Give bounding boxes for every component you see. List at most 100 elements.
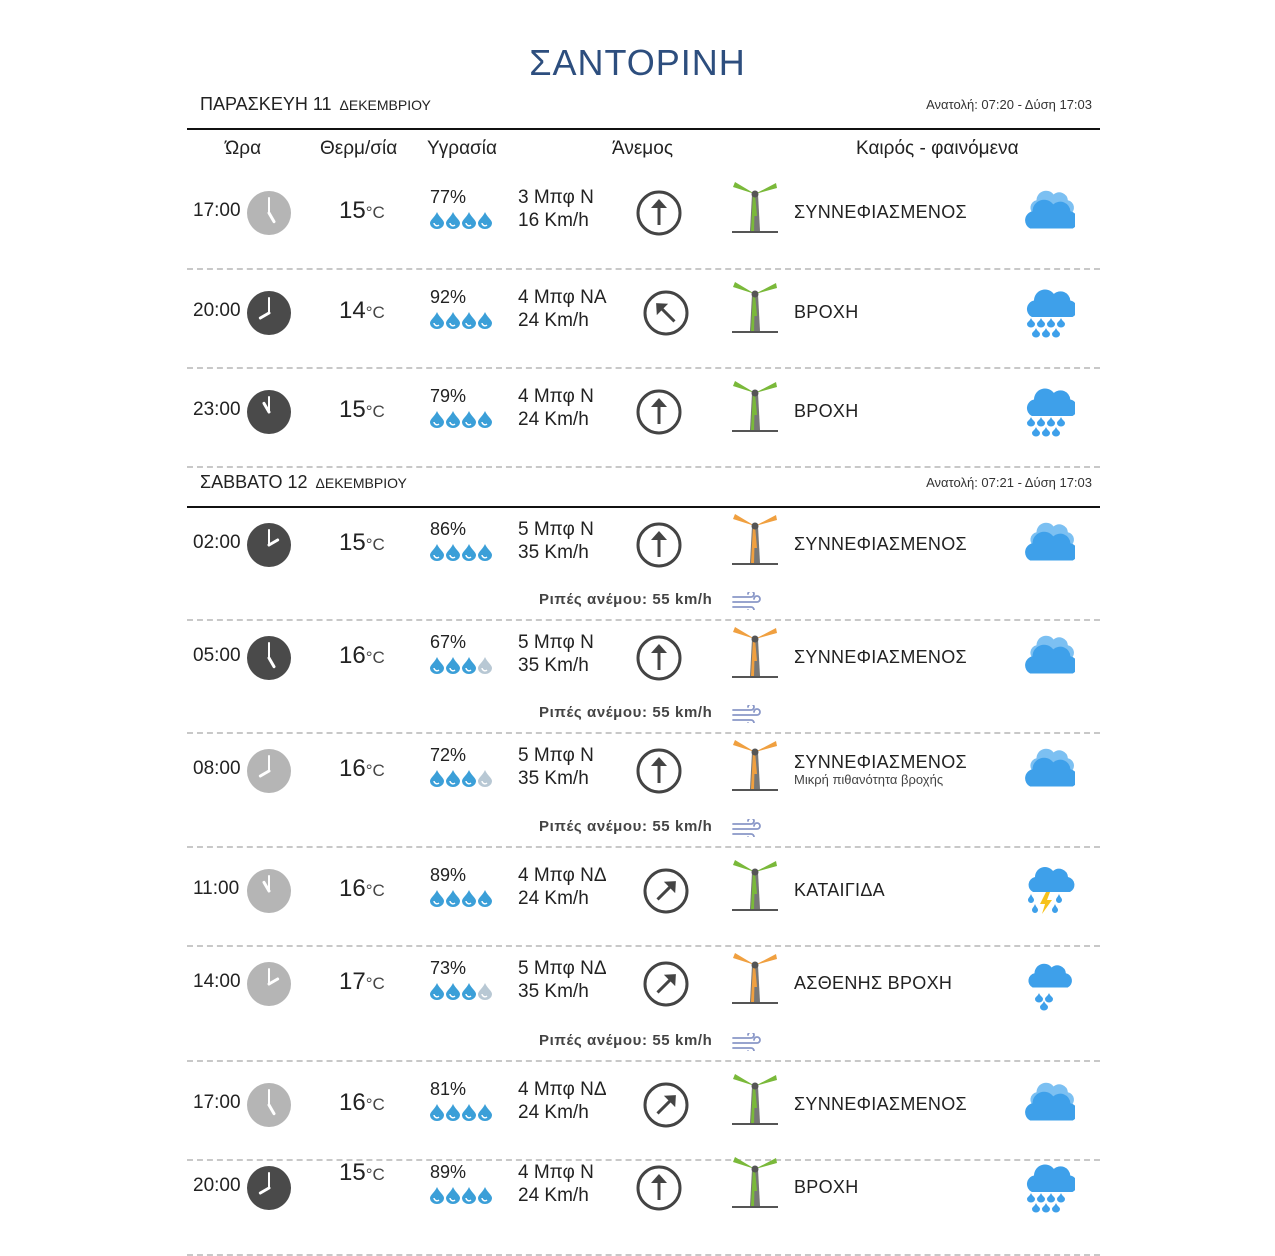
- humidity-drops-icon: [430, 657, 492, 674]
- mill-cell: [729, 176, 781, 234]
- wind-direction-arrow-icon: [643, 961, 689, 1007]
- temperature-unit: °C: [365, 402, 385, 421]
- windmill-icon: [732, 514, 778, 565]
- wind-beaufort: 5 Μπφ Ν: [518, 632, 594, 653]
- humidity-value: 79%: [430, 386, 467, 406]
- wind-speed: 35 Km/h: [518, 542, 589, 563]
- windmill-icon: [732, 627, 778, 678]
- mill-cell: [729, 375, 781, 433]
- temperature-unit: °C: [365, 203, 385, 222]
- wind-direction-arrow-icon: [636, 635, 682, 681]
- windmill-icon: [732, 381, 778, 432]
- wicon-cell: [1019, 1159, 1078, 1215]
- gusticon-cell: [731, 817, 761, 841]
- clock-icon: [247, 390, 291, 434]
- clock-icon: [247, 869, 291, 913]
- light-rain-icon: [1028, 963, 1072, 1011]
- clock-icon: [247, 1083, 291, 1127]
- wicon-cell: [1019, 629, 1078, 685]
- wind-gust-label: Ριπές ανέμου: 55 km/h: [539, 591, 713, 608]
- humidity-drops-icon: [430, 1104, 492, 1121]
- wind-direction-arrow-icon: [636, 389, 682, 435]
- clock-cell: [246, 635, 292, 681]
- day-month: ΔΕΚΕΜΒΡΙΟΥ: [339, 97, 431, 113]
- wind-gust-icon: [732, 703, 761, 727]
- clock-icon: [247, 749, 291, 793]
- day-name: ΠΑΡΑΣΚΕΥΗ 11 ΔΕΚΕΜΒΡΙΟΥ: [200, 94, 431, 114]
- wind-beaufort: 5 Μπφ Ν: [518, 745, 594, 766]
- temperature-unit: °C: [365, 1095, 385, 1114]
- clock-icon: [247, 191, 291, 235]
- temperature-unit: °C: [365, 303, 385, 322]
- sunrise-sunset: Ανατολή: 07:21 - Δύση 17:03: [926, 475, 1092, 490]
- day-header: ΠΑΡΑΣΚΕΥΗ 11 ΔΕΚΕΜΒΡΙΟΥ Ανατολή: 07:20 - …: [187, 92, 1100, 130]
- col-weather: Καιρός - φαινόμενα: [856, 138, 1019, 159]
- temperature-number: 16: [339, 1089, 366, 1116]
- wind-beaufort: 3 Μπφ Ν: [518, 187, 594, 208]
- humidity-value: 81%: [430, 1079, 467, 1099]
- temperature-number: 17: [339, 968, 366, 995]
- humidity-drops-icon: [430, 212, 492, 229]
- wicon-cell: [1019, 1076, 1078, 1132]
- day-header: ΣΑΒΒΑΤΟ 12 ΔΕΚΕΜΒΡΙΟΥ Ανατολή: 07:21 - Δύ…: [187, 470, 1100, 508]
- forecast-row: 23:00 15°C 79% 4 Μπφ Ν 24 Km/h ΒΡΟΧΗ: [187, 367, 1100, 468]
- wind-gust-label: Ριπές ανέμου: 55 km/h: [539, 704, 713, 721]
- temperature-number: 16: [339, 755, 366, 782]
- humidity-value: 92%: [430, 287, 467, 307]
- day-month: ΔΕΚΕΜΒΡΙΟΥ: [315, 475, 407, 491]
- mill-cell: [729, 276, 781, 334]
- forecast-row: 17:00 16°C 81% 4 Μπφ ΝΔ 24 Km/h ΣΥΝΝΕΦΙΑΣΜΕΝΟ…: [187, 1060, 1100, 1161]
- wicon-cell: [1019, 742, 1078, 798]
- wind-direction-arrow-icon: [636, 1165, 682, 1211]
- windmill-icon: [732, 282, 778, 333]
- day-name: ΣΑΒΒΑΤΟ 12 ΔΕΚΕΜΒΡΙΟΥ: [200, 472, 407, 492]
- windmill-icon: [732, 1074, 778, 1125]
- forecast-row: 20:00 15°C 89% 4 Μπφ Ν 24 Km/h ΒΡΟΧΗ: [187, 1157, 1100, 1256]
- temperature-number: 15: [339, 197, 366, 224]
- wind-direction-arrow-icon: [636, 190, 682, 236]
- clock-cell: [246, 290, 292, 336]
- time-label: 20:00: [193, 1175, 241, 1196]
- time-label: 14:00: [193, 971, 241, 992]
- drops-cell: [429, 211, 493, 234]
- clock-icon: [247, 291, 291, 335]
- temperature-number: 16: [339, 875, 366, 902]
- time-label: 08:00: [193, 758, 241, 779]
- drops-cell: [429, 769, 493, 792]
- cloudy-icon: [1025, 635, 1078, 674]
- mill-cell: [729, 1068, 781, 1126]
- temperature-unit: °C: [365, 761, 385, 780]
- clock-icon: [247, 962, 291, 1006]
- page-title: ΣΑΝΤΟΡΙΝΗ: [529, 42, 746, 83]
- humidity-drops-icon: [430, 312, 492, 329]
- wind-gust-label: Ριπές ανέμου: 55 km/h: [539, 818, 713, 835]
- temperature-value: 15°C: [339, 529, 385, 557]
- wind-beaufort: 4 Μπφ ΝΔ: [518, 865, 607, 886]
- clock-cell: [246, 1165, 292, 1211]
- column-headers: Ώρα Θερμ/σία Υγρασία Άνεμος Καιρός - φαι…: [187, 136, 1100, 166]
- wind-beaufort: 4 Μπφ ΝΑ: [518, 287, 607, 308]
- clock-cell: [246, 389, 292, 435]
- temperature-unit: °C: [365, 535, 385, 554]
- arrow-cell: [643, 961, 689, 1007]
- time-label: 17:00: [193, 200, 241, 221]
- wind-beaufort: 4 Μπφ ΝΔ: [518, 1079, 607, 1100]
- arrow-cell: [643, 1082, 689, 1128]
- wind-direction-arrow-icon: [643, 868, 689, 914]
- arrow-cell: [636, 190, 682, 236]
- clock-icon: [247, 523, 291, 567]
- wind-speed: 24 Km/h: [518, 310, 589, 331]
- wind-beaufort: 5 Μπφ ΝΔ: [518, 958, 607, 979]
- gusticon-cell: [731, 1031, 761, 1055]
- windmill-icon: [732, 182, 778, 233]
- wind-direction-arrow-icon: [643, 290, 689, 336]
- time-label: 05:00: [193, 645, 241, 666]
- wicon-cell: [1019, 184, 1078, 240]
- drops-cell: [429, 1186, 493, 1209]
- weather-condition-detail: Μικρή πιθανότητα βροχής: [794, 772, 944, 787]
- humidity-value: 86%: [430, 519, 467, 539]
- temperature-value: 14°C: [339, 297, 385, 325]
- clock-cell: [246, 748, 292, 794]
- arrow-cell: [643, 290, 689, 336]
- humidity-drops-icon: [430, 770, 492, 787]
